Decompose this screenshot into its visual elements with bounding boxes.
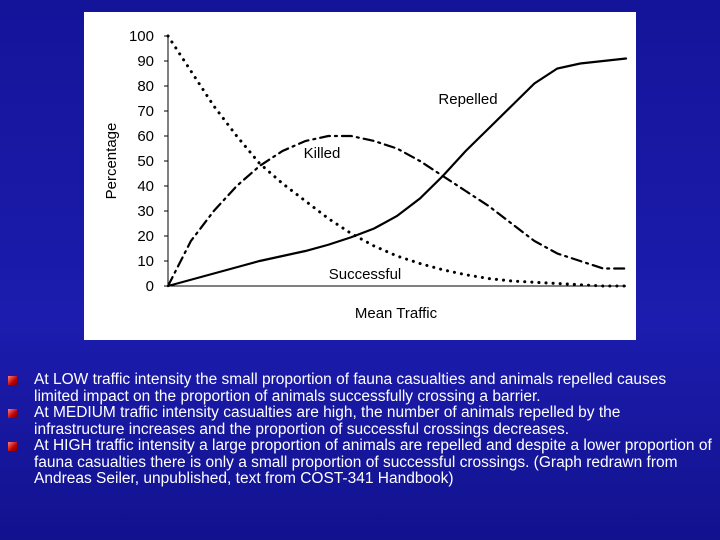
bullet-item: At LOW traffic intensity the small propo… [0,371,712,405]
bullet-item: At HIGH traffic intensity a large propor… [0,437,712,488]
y-tick-label: 50 [137,153,154,170]
y-tick-label: 60 [137,128,154,145]
series-label: Killed [304,145,341,162]
y-tick-label: 70 [137,103,154,120]
bullet-item: At MEDIUM traffic intensity casualties a… [0,404,712,438]
series-label: Repelled [438,91,497,108]
y-axis-label: Percentage [103,123,120,200]
chart: Mean Traffic Percentage 0 10 20 30 40 50 60 70 8… [84,12,636,340]
y-tick-label: 20 [137,228,154,245]
y-tick-label: 80 [137,78,154,95]
bullet-text: At MEDIUM traffic intensity casualties a… [34,404,621,438]
x-axis-label: Mean Traffic [355,305,438,322]
y-tick-label: 100 [129,28,154,45]
y-tick-label: 90 [137,53,154,70]
bullet-marker [8,376,17,385]
series-line [166,57,628,288]
series-line [166,134,628,288]
bullet-text: At LOW traffic intensity the small propo… [34,371,667,405]
bullet-text: At HIGH traffic intensity a large propor… [34,437,712,487]
y-tick-label: 30 [137,203,154,220]
y-tick-label: 0 [146,278,154,295]
bullet-marker [8,442,17,451]
bullet-marker [8,409,17,418]
series-label: Successful [329,266,402,283]
chart-background [84,12,636,340]
y-tick-label: 40 [137,178,154,195]
y-tick-label: 10 [137,253,154,270]
bullet-list: At LOW traffic intensity the small propo… [0,371,712,488]
